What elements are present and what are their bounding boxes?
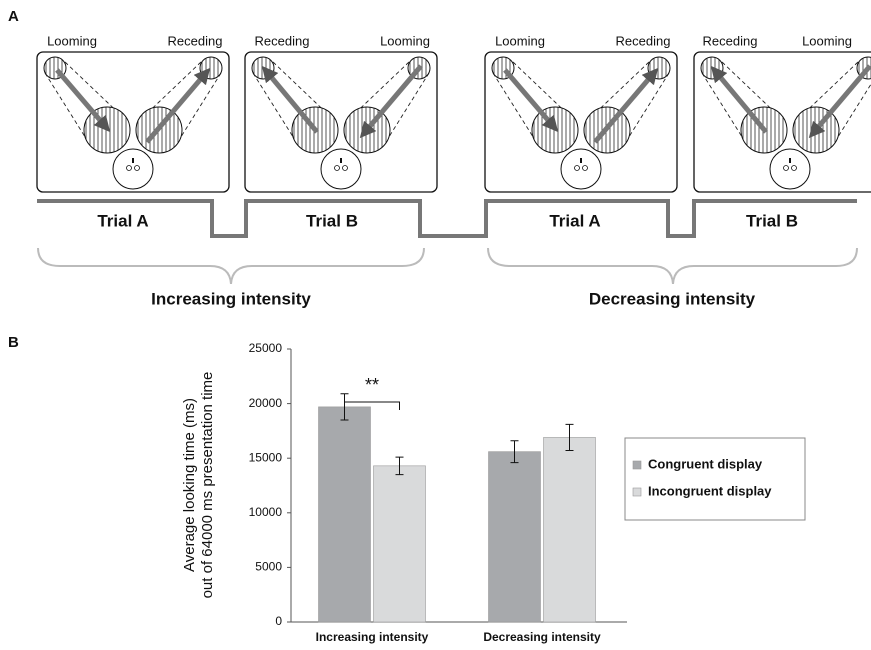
y-tick-label: 10000 bbox=[249, 505, 283, 519]
y-tick-label: 5000 bbox=[255, 560, 282, 574]
screen-label: Receding bbox=[168, 33, 223, 48]
screen bbox=[245, 52, 437, 192]
panel-label: B bbox=[8, 334, 19, 351]
bar bbox=[318, 406, 371, 623]
screen-label: Receding bbox=[255, 33, 310, 48]
y-axis-label: Average looking time (ms) bbox=[181, 398, 198, 572]
bar bbox=[543, 437, 596, 623]
y-tick-label: 20000 bbox=[249, 396, 283, 410]
screen-label: Looming bbox=[380, 33, 430, 48]
significance-label: ** bbox=[365, 375, 379, 395]
group-label: Decreasing intensity bbox=[589, 289, 756, 308]
brace bbox=[487, 247, 858, 285]
significance-bracket bbox=[344, 401, 400, 410]
screen-label: Looming bbox=[495, 33, 545, 48]
trial-timeline bbox=[37, 199, 857, 238]
legend-label: Incongruent display bbox=[648, 483, 772, 498]
screen-label: Looming bbox=[47, 33, 97, 48]
x-tick-label: Decreasing intensity bbox=[483, 630, 601, 644]
screen-label: Receding bbox=[703, 33, 758, 48]
y-axis-label: out of 64000 ms presentation time bbox=[199, 372, 216, 599]
screen bbox=[485, 52, 677, 192]
panel-label: A bbox=[8, 8, 19, 25]
trial-label: Trial A bbox=[549, 211, 600, 230]
error-bar bbox=[395, 456, 404, 476]
legend-swatch bbox=[632, 460, 642, 470]
screen bbox=[694, 52, 871, 192]
legend bbox=[624, 437, 806, 521]
group-label: Increasing intensity bbox=[151, 289, 311, 308]
screen bbox=[37, 52, 229, 192]
x-tick-label: Increasing intensity bbox=[316, 630, 429, 644]
trial-label: Trial A bbox=[97, 211, 148, 230]
bar bbox=[488, 451, 541, 623]
error-bar bbox=[510, 440, 519, 464]
y-tick-label: 15000 bbox=[249, 450, 283, 464]
legend-label: Congruent display bbox=[648, 456, 763, 471]
y-tick-label: 25000 bbox=[249, 341, 283, 355]
trial-label: Trial B bbox=[306, 211, 358, 230]
trial-label: Trial B bbox=[746, 211, 798, 230]
bar bbox=[373, 465, 426, 623]
legend-swatch bbox=[632, 487, 642, 497]
brace bbox=[37, 247, 425, 285]
screen-label: Receding bbox=[616, 33, 671, 48]
screen-label: Looming bbox=[802, 33, 852, 48]
error-bar bbox=[565, 423, 574, 452]
y-tick-label: 0 bbox=[275, 614, 282, 628]
